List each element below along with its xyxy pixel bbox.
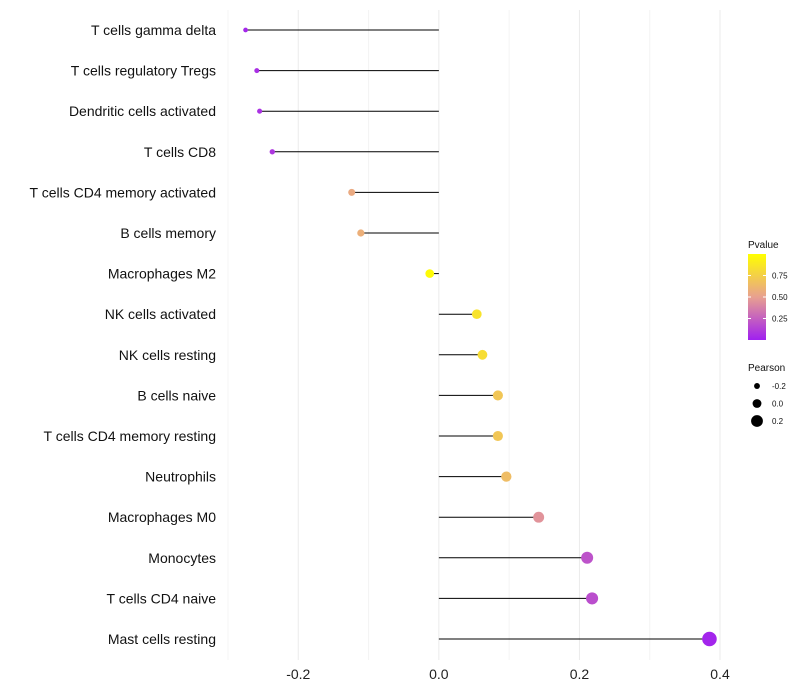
pvalue-tick-label: 0.75 [772,272,788,281]
point-t-cells-regulatory-tregs [254,68,260,74]
category-label: Dendritic cells activated [69,103,216,119]
category-label: B cells memory [120,225,216,241]
category-label: B cells naive [137,387,216,403]
point-mast-cells-resting [702,631,717,647]
pvalue-legend: Pvalue 0.75 0.50 0.25 [748,240,788,340]
category-label: Macrophages M0 [108,509,216,525]
pearson-legend-label: 0.2 [772,417,784,426]
category-label: T cells regulatory Tregs [71,63,216,79]
pvalue-tick-label: 0.25 [772,315,788,324]
point-t-cells-cd4-naive [586,592,599,605]
category-label: NK cells resting [119,347,216,363]
point-b-cells-naive [492,390,503,401]
x-tick-label: -0.2 [286,666,310,682]
category-label: Mast cells resting [108,631,216,647]
category-labels: T cells gamma delta T cells regulatory Tr… [30,22,217,647]
point-dendritic-cells-activated [257,108,263,114]
point-t-cells-cd4-memory-activated [348,188,356,196]
point-t-cells-cd4-memory-resting [492,430,503,442]
pearson-legend-dot [752,399,762,408]
pvalue-tick-label: 0.50 [772,293,788,302]
x-tick-label: 0.0 [429,666,449,682]
point-neutrophils [501,471,512,482]
category-label: NK cells activated [105,306,216,322]
x-tick-label: 0.2 [570,666,590,682]
grid-lines [227,10,721,660]
category-label: T cells CD4 naive [107,590,217,606]
pearson-legend-dot [751,415,763,427]
category-label: T cells CD4 memory activated [30,184,216,200]
pearson-legend-dot [754,383,760,389]
point-t-cells-gamma-delta [243,27,248,33]
point-macrophages-m2 [425,269,435,278]
point-macrophages-m0 [533,511,545,523]
category-label: Neutrophils [145,469,216,485]
pearson-legend-label: -0.2 [772,382,786,391]
x-tick-labels: -0.2 0.0 0.2 0.4 [286,666,730,682]
category-label: T cells gamma delta [91,22,216,38]
point-b-cells-memory [357,229,365,237]
stems [245,29,710,640]
category-label: Monocytes [148,550,216,566]
category-label: T cells CD4 memory resting [44,428,216,444]
pearson-legend-title: Pearson [748,363,785,374]
category-label: T cells CD8 [144,144,216,160]
pvalue-legend-title: Pvalue [748,240,779,251]
point-t-cells-cd8 [269,149,275,155]
pvalue-colorbar [748,254,766,340]
category-label: Macrophages M2 [108,266,216,282]
point-monocytes [581,551,594,564]
pearson-legend-label: 0.0 [772,400,784,409]
points [243,27,717,647]
point-nk-cells-resting [477,349,488,360]
x-tick-label: 0.4 [710,666,730,682]
point-nk-cells-activated [471,309,482,320]
pearson-legend: Pearson -0.2 0.0 0.2 [748,363,786,427]
